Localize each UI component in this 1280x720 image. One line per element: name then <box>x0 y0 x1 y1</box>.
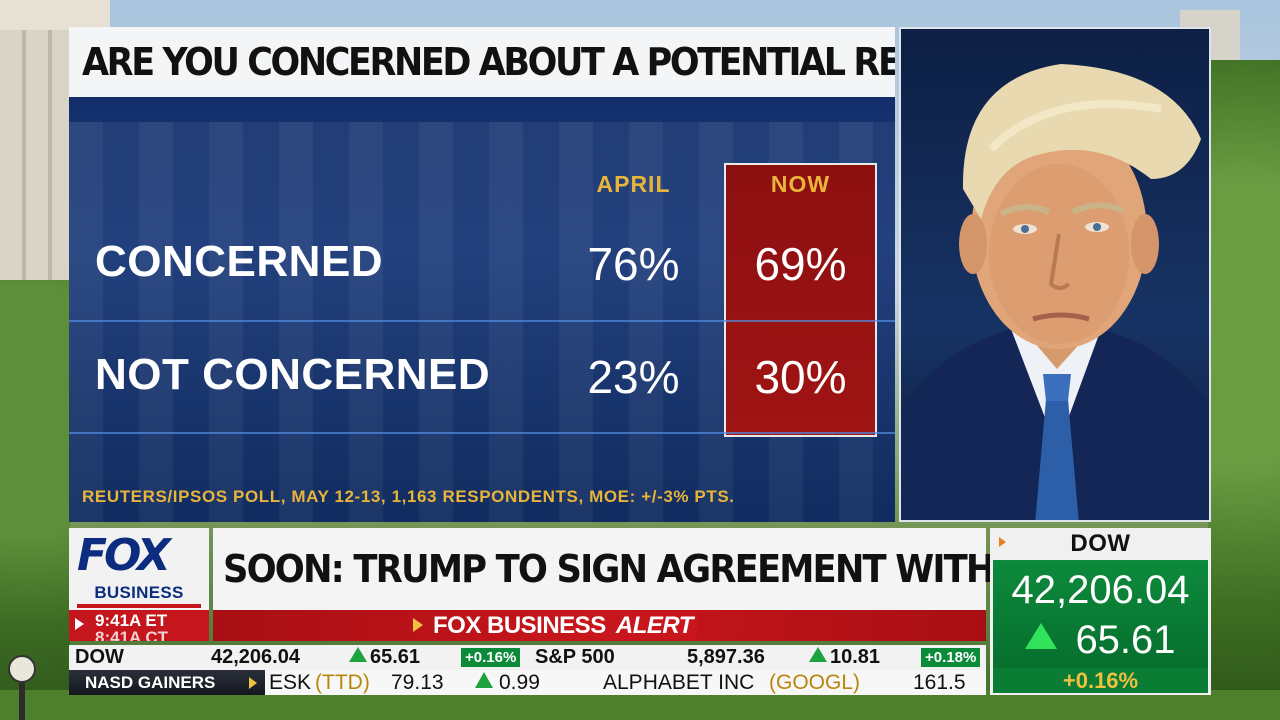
portrait-photo <box>899 27 1211 522</box>
alert-bar: FOX BUSINESS ALERT <box>213 610 986 641</box>
value-not-concerned-april: 23% <box>587 351 680 403</box>
up-triangle-icon <box>1025 623 1058 649</box>
fox-business-logo: FOX BUSINESS 9:41A ET 8:41A CT <box>69 528 209 641</box>
value-not-concerned-now: 30% <box>754 351 847 403</box>
ticker-index-change: 10.81 <box>809 645 880 670</box>
row-divider <box>69 432 895 434</box>
alert-text: FOX BUSINESS ALERT <box>433 612 697 640</box>
gainer-symbol: (GOOGL) <box>769 671 861 694</box>
play-arrow-icon <box>75 618 84 630</box>
poll-title-bar: ARE YOU CONCERNED ABOUT A POTENTIAL RECE… <box>69 27 895 97</box>
background-trees-right <box>1208 60 1280 720</box>
alert-word: ALERT <box>611 612 697 639</box>
ticker-index-pct: +0.18% <box>921 648 981 667</box>
up-triangle-icon <box>349 647 367 662</box>
nasd-gainers-label: NASD GAINERS <box>69 670 265 695</box>
ticker-index-value: 5,897.36 <box>687 646 765 668</box>
poll-source: REUTERS/IPSOS POLL, MAY 12-13, 1,163 RES… <box>82 487 735 506</box>
row-label-not-concerned: NOT CONCERNED <box>95 350 491 399</box>
column-header-april: APRIL <box>596 171 671 197</box>
gainer-change: 0.99 <box>475 670 540 695</box>
dow-value: 42,206.04 <box>1011 568 1190 612</box>
gainer-symbol: (TTD) <box>315 671 370 694</box>
play-arrow-icon <box>413 618 423 632</box>
background-trees-left <box>0 280 70 720</box>
gainer-name: ESK <box>269 671 312 694</box>
gainer-change-value: 0.99 <box>499 671 540 694</box>
poll-title: ARE YOU CONCERNED ABOUT A POTENTIAL RECE… <box>82 40 895 84</box>
play-arrow-icon <box>249 677 257 689</box>
dow-box: DOW 42,206.04 65.61 +0.16% <box>990 528 1211 695</box>
row-divider <box>69 320 895 322</box>
up-triangle-icon <box>809 647 827 662</box>
value-concerned-april: 76% <box>587 238 680 290</box>
clock-time-next: 8:41A CT <box>95 628 169 641</box>
dow-change: 65.61 <box>1075 618 1176 662</box>
logo-underline <box>77 604 201 608</box>
gainer-price: 161.5 <box>913 671 966 694</box>
dow-pct: +0.16 <box>1062 668 1119 693</box>
gainer-name: ALPHABET INC <box>603 671 755 694</box>
dow-pct-bar: +0.16% <box>993 668 1208 693</box>
value-concerned-now: 69% <box>754 238 847 290</box>
dow-title: DOW <box>1070 530 1131 557</box>
ticker-index-change-value: 10.81 <box>830 646 881 668</box>
ticker-index-name: DOW <box>75 646 124 668</box>
ticker-index-name: S&P 500 <box>535 646 615 668</box>
up-triangle-icon <box>475 672 493 688</box>
ticker-index-change-value: 65.61 <box>370 646 421 668</box>
ticker-index-value: 42,206.04 <box>211 646 300 668</box>
clock-box: 9:41A ET 8:41A CT <box>69 610 209 641</box>
dow-value-panel: 42,206.04 65.61 +0.16% <box>993 560 1208 693</box>
poll-panel: ARE YOU CONCERNED ABOUT A POTENTIAL RECE… <box>69 27 895 522</box>
background-lawn <box>0 690 1280 720</box>
dow-change-row: 65.61 <box>993 618 1208 663</box>
column-header-now: NOW <box>770 171 831 197</box>
logo-fox-text: FOX <box>77 530 171 581</box>
person-portrait-icon <box>901 64 1209 520</box>
lamp-post-icon <box>8 655 36 720</box>
nasd-gainers-text: NASD GAINERS <box>85 673 216 692</box>
alert-brand: FOX BUSINESS <box>433 612 606 639</box>
ticker-indices: DOW 42,206.04 65.61 +0.16% S&P 500 5,897… <box>69 645 986 670</box>
gainer-price: 79.13 <box>391 671 444 694</box>
logo-business-text: BUSINESS <box>94 583 184 602</box>
row-label-concerned: CONCERNED <box>95 237 384 286</box>
ticker-gainers: ESK (TTD) 79.13 0.99 ALPHABET INC (GOOGL… <box>69 670 986 695</box>
headline-box: SOON: TRUMP TO SIGN AGREEMENT WITH QATAR <box>213 528 1127 610</box>
ticker-index-change: 65.61 <box>349 645 420 670</box>
clock-time: 9:41A ET <box>95 611 168 630</box>
dow-pct-sign: % <box>1118 668 1139 693</box>
play-arrow-icon <box>999 537 1006 547</box>
headline: SOON: TRUMP TO SIGN AGREEMENT WITH QATAR <box>223 547 1127 591</box>
now-column-highlight <box>724 163 877 437</box>
ticker-index-pct: +0.16% <box>461 648 521 667</box>
